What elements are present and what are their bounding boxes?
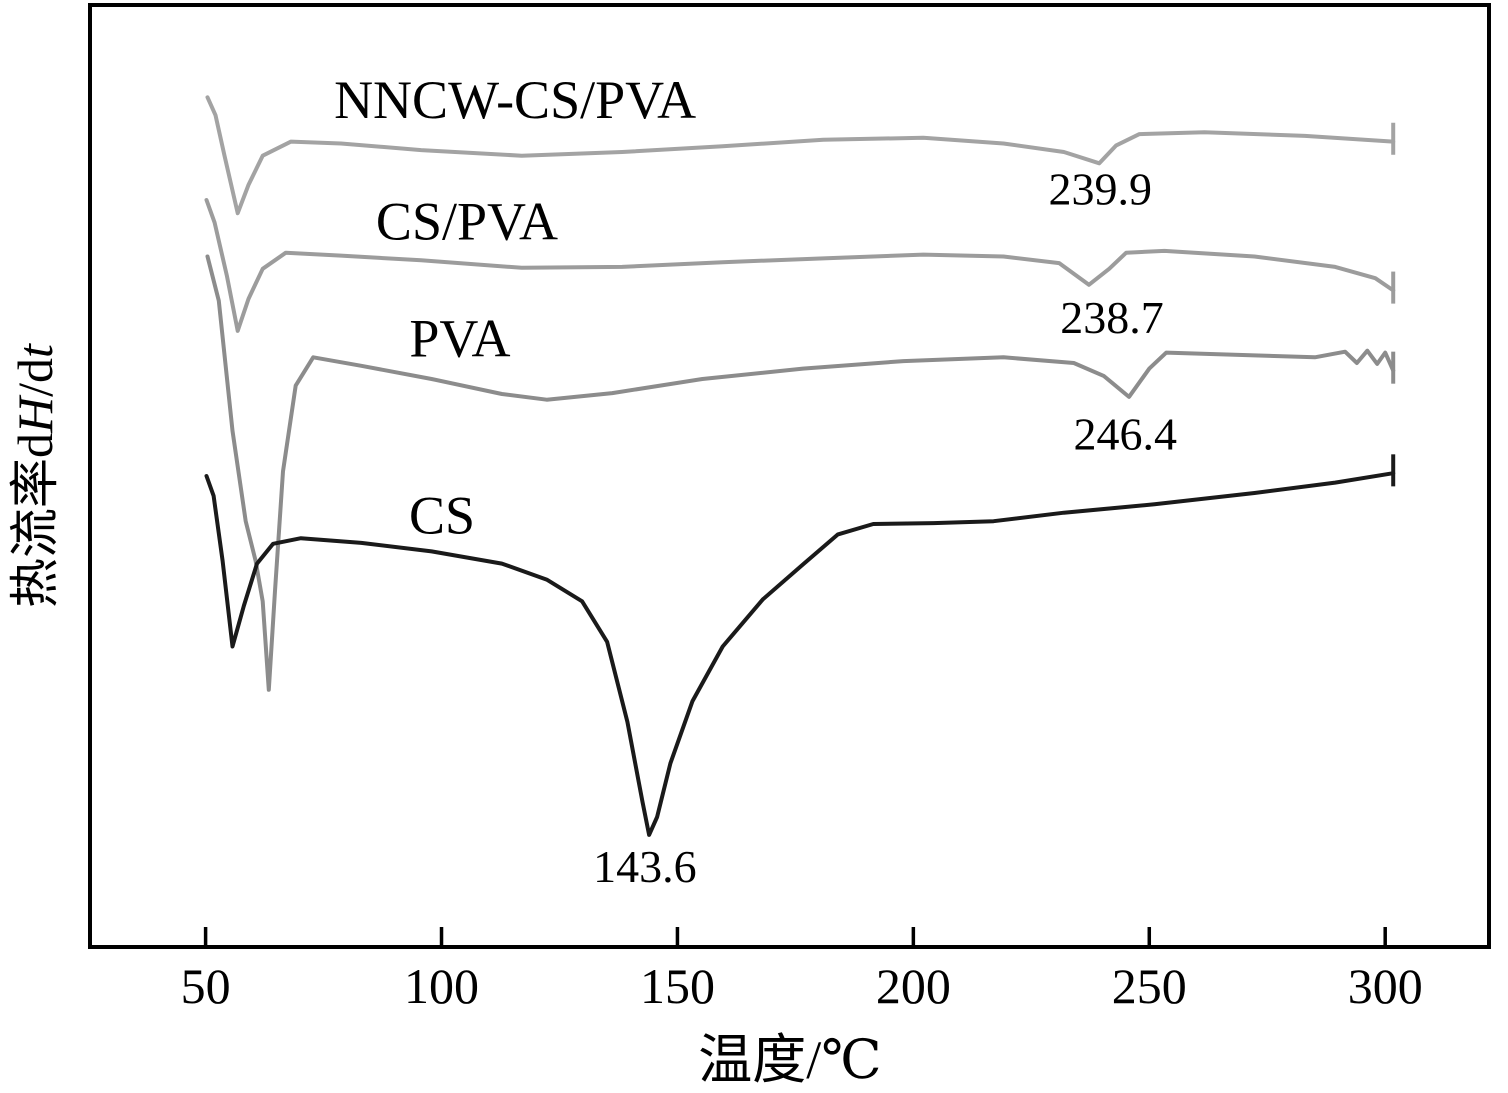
peak-label-PVA: 246.4 (1073, 409, 1177, 460)
series-label-PVA: PVA (409, 308, 510, 368)
peak-label-CS/PVA: 238.7 (1060, 292, 1164, 343)
x-tick-label: 150 (640, 958, 715, 1014)
x-tick-label: 250 (1112, 958, 1187, 1014)
x-tick-label: 50 (181, 958, 231, 1014)
x-axis-title: 温度/℃ (698, 1030, 881, 1090)
curve-NNCW-CS/PVA (205, 95, 1396, 216)
curve-PVA (205, 254, 1396, 692)
x-tick-label: 200 (876, 958, 951, 1014)
peak-label-NNCW-CS/PVA: 239.9 (1048, 164, 1152, 215)
x-axis-ticks: 50 100 150 200 250 300 (181, 927, 1423, 1014)
x-tick-label: 300 (1348, 958, 1423, 1014)
curves-group: NNCW-CS/PVA 239.9 CS/PVA 238.7 PVA 246.4 CS 143… (204, 70, 1396, 892)
series-label-CS: CS (409, 485, 475, 545)
peak-label-CS: 143.6 (593, 841, 697, 892)
y-axis-title: 热流率dH/dt (7, 343, 63, 608)
plot-area-border (88, 3, 1491, 949)
series-label-CS/PVA: CS/PVA (376, 192, 558, 252)
curve-CS/PVA (204, 198, 1396, 333)
curve-CS (204, 471, 1396, 837)
series-label-NNCW-CS/PVA: NNCW-CS/PVA (334, 70, 696, 130)
x-tick-label: 100 (404, 958, 479, 1014)
